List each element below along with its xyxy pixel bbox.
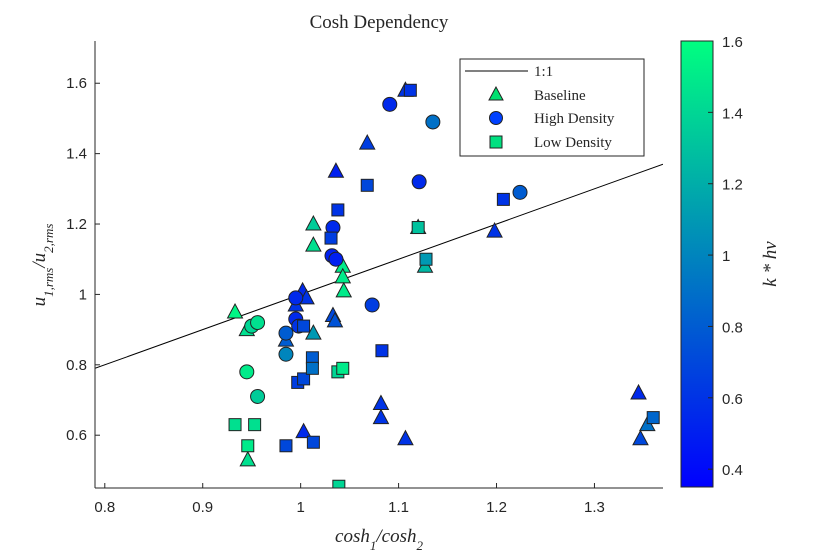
- data-point-triangle: [632, 429, 649, 446]
- y-ticks: 0.6 0.8 1 1.2 1.4 1.6: [66, 75, 100, 444]
- x-tick-label: 1.3: [584, 499, 605, 516]
- data-point-square: [646, 411, 660, 425]
- data-point-triangle: [372, 408, 390, 425]
- colorbar-tick-label: 1.4: [722, 105, 743, 122]
- colorbar: 0.4 0.6 0.8 1 1.2 1.4 1.6 k * hv: [680, 34, 781, 488]
- y-tick-label: 1: [79, 286, 87, 303]
- reference-line-layer: [95, 163, 663, 369]
- legend-triangle-icon: [488, 85, 504, 101]
- colorbar-tick-label: 1: [722, 248, 730, 265]
- data-point-circle: [328, 251, 344, 267]
- y-tick-label: 0.8: [66, 357, 87, 374]
- data-point-circle: [382, 96, 398, 112]
- data-point-square: [305, 361, 319, 375]
- y-tick-label: 0.6: [66, 427, 87, 444]
- data-point-circle: [364, 297, 380, 313]
- data-point-triangle: [486, 222, 503, 238]
- data-point-triangle: [226, 302, 244, 319]
- data-point-triangle: [358, 134, 376, 150]
- x-tick-label: 0.8: [94, 499, 115, 516]
- x-tick-label: 1: [296, 499, 304, 516]
- data-point-triangle: [327, 162, 345, 178]
- data-point-triangle: [630, 383, 647, 400]
- legend-label-baseline: Baseline: [534, 88, 586, 104]
- colorbar-ticks: 0.4 0.6 0.8 1 1.2 1.4 1.6: [708, 34, 743, 479]
- data-point-square: [332, 479, 346, 488]
- chart-title: Cosh Dependency: [310, 12, 449, 33]
- colorbar-tick-label: 1.6: [722, 34, 743, 51]
- x-tick-label: 0.9: [192, 499, 213, 516]
- data-point-square: [331, 203, 345, 217]
- colorbar-tick-label: 1.2: [722, 177, 743, 194]
- data-point-triangle: [305, 236, 322, 252]
- plot-area: 0.8 0.9 1 1.1 1.2 1.3 0.6 0.8 1 1.2 1.4 1.6: [66, 41, 663, 516]
- x-tick-label: 1.2: [486, 499, 507, 516]
- reference-line: [95, 163, 663, 369]
- x-axis-label: cosh1/cosh2: [335, 526, 423, 551]
- legend-circle-icon: [489, 111, 503, 125]
- data-point-triangle: [397, 429, 414, 446]
- data-point-triangle: [295, 422, 312, 439]
- x-tick-label: 1.1: [388, 499, 409, 516]
- data-point-square: [248, 418, 262, 432]
- colorbar-tick-label: 0.6: [722, 391, 743, 408]
- y-tick-label: 1.6: [66, 75, 87, 92]
- data-point-circle: [411, 174, 427, 190]
- legend-square-icon: [489, 135, 503, 149]
- data-point-circle: [239, 364, 255, 380]
- legend-label-reference: 1:1: [534, 64, 553, 80]
- data-point-square: [306, 435, 320, 449]
- colorbar-gradient: [680, 40, 714, 488]
- colorbar-tick-label: 0.8: [722, 319, 743, 336]
- data-point-circle: [278, 346, 294, 362]
- data-point-square: [336, 361, 350, 375]
- data-point-circle: [288, 290, 304, 306]
- x-ticks: 0.8 0.9 1 1.1 1.2 1.3: [94, 483, 605, 516]
- data-point-circle: [425, 114, 441, 130]
- y-tick-label: 1.2: [66, 216, 87, 233]
- data-point-square: [297, 372, 311, 386]
- data-point-circle: [250, 388, 266, 404]
- colorbar-tick-label: 0.4: [722, 462, 743, 479]
- y-axis-label: u1,rms/u2,rms: [29, 224, 56, 307]
- data-point-square: [419, 252, 433, 266]
- data-point-square: [403, 83, 417, 97]
- data-point-square: [375, 344, 389, 358]
- data-point-circle: [278, 325, 294, 341]
- y-tick-label: 1.4: [66, 146, 87, 163]
- data-point-square: [241, 439, 255, 453]
- legend: 1:1 Baseline High Density Low Density: [459, 58, 645, 157]
- data-point-triangle: [305, 214, 322, 231]
- data-point-square: [324, 231, 338, 245]
- data-point-square: [411, 221, 425, 235]
- data-point-triangle: [334, 267, 352, 284]
- data-point-square: [360, 178, 374, 192]
- data-point-square: [297, 319, 311, 333]
- data-point-square: [496, 192, 510, 206]
- colorbar-label: k * hv: [760, 241, 781, 287]
- data-point-square: [228, 418, 242, 432]
- data-point-square: [279, 439, 293, 453]
- data-point-circle: [512, 184, 528, 200]
- legend-label-low-density: Low Density: [534, 135, 612, 151]
- data-point-triangle: [372, 394, 390, 411]
- data-point-triangle: [335, 281, 353, 298]
- data-point-triangle: [326, 311, 344, 328]
- data-point-triangle: [239, 450, 257, 467]
- points-layer: [226, 81, 660, 488]
- data-point-circle: [250, 315, 266, 331]
- legend-label-high-density: High Density: [534, 111, 615, 127]
